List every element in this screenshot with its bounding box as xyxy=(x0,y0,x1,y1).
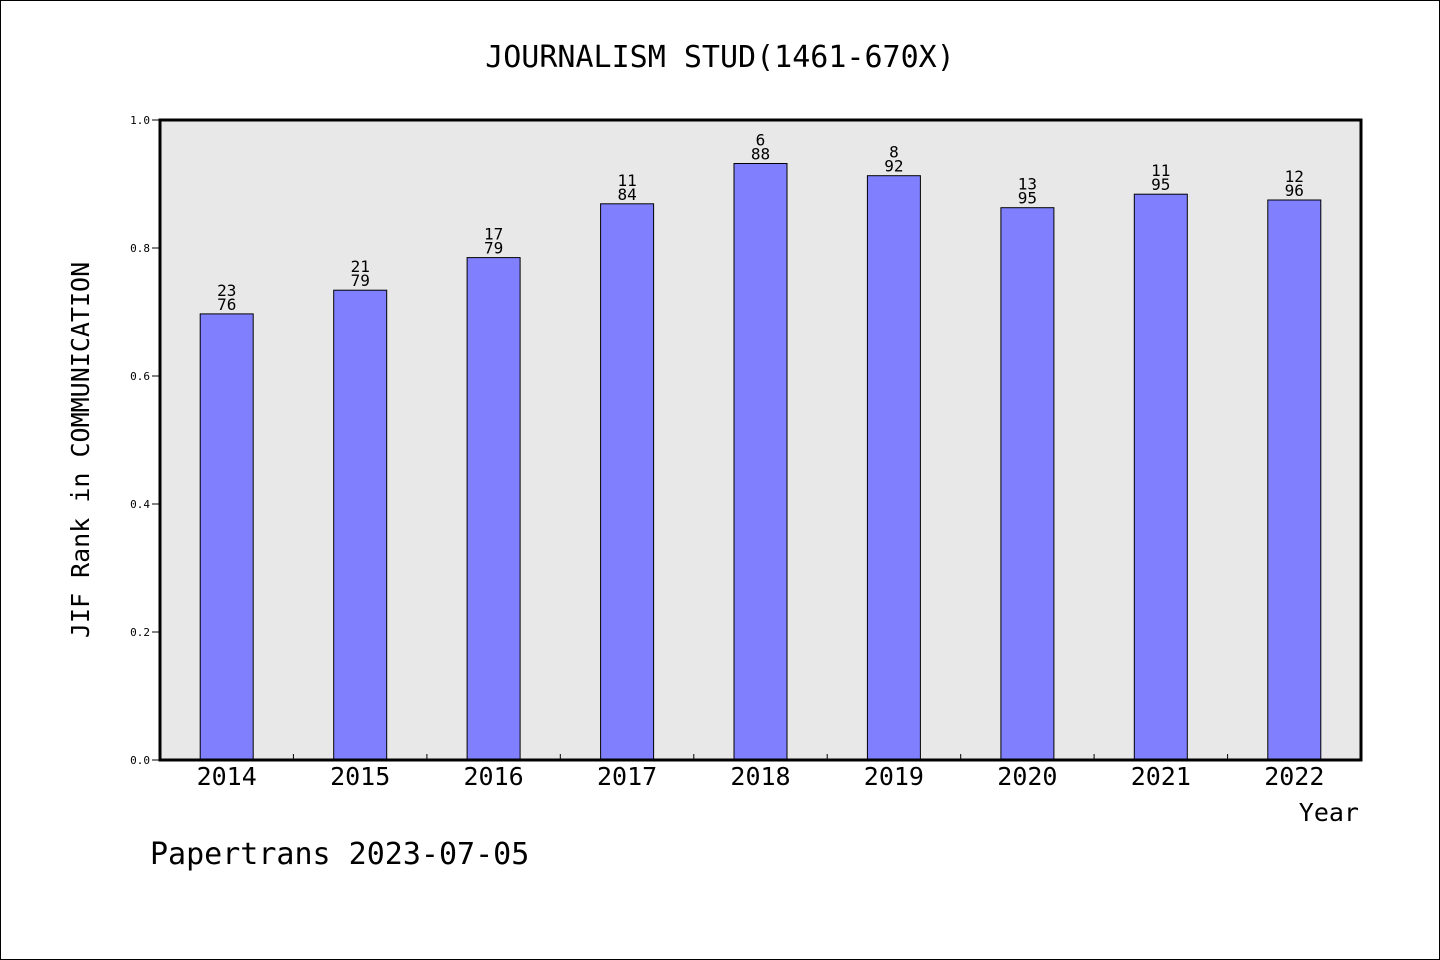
bar-rank-label-2014: 23 xyxy=(217,281,236,300)
bar-rank-label-2015: 21 xyxy=(351,257,370,276)
x-tick-label-2014: 2014 xyxy=(197,762,257,791)
x-tick-label-2015: 2015 xyxy=(330,762,390,791)
x-axis-ticks: 2014 2015 2016 2017 2018 2019 2020 2021 2022 xyxy=(197,754,1324,791)
bar-2019 xyxy=(866,175,921,761)
bar-rank-label-2017: 11 xyxy=(617,171,636,190)
bar-2020 xyxy=(1000,207,1055,761)
bar-rank-label-2019: 8 xyxy=(889,143,899,162)
x-tick-label-2017: 2017 xyxy=(597,762,657,791)
bar-rank-label-2018: 6 xyxy=(756,131,766,150)
bar-rank-label-2020: 13 xyxy=(1018,175,1037,194)
bar-2018 xyxy=(733,163,788,761)
chart-title: JOURNALISM STUD(1461-670X) xyxy=(485,40,955,75)
y-tick-label-3: 0.6 xyxy=(130,370,150,383)
x-tick-label-2016: 2016 xyxy=(463,762,523,791)
bar-2014 xyxy=(199,313,254,761)
bar-2017 xyxy=(600,203,655,761)
y-axis-label: JIF Rank in COMMUNICATION xyxy=(66,262,95,638)
x-tick-label-2019: 2019 xyxy=(864,762,924,791)
y-tick-label-0: 0.0 xyxy=(130,754,150,767)
y-tick-label-4: 0.8 xyxy=(130,242,150,255)
y-tick-label-5: 1.0 xyxy=(130,114,150,127)
bar-2022 xyxy=(1267,199,1322,761)
x-tick-label-2021: 2021 xyxy=(1131,762,1191,791)
bar-total-label-2017: 84 xyxy=(617,185,636,204)
bar-2015 xyxy=(333,289,388,761)
bar-2016 xyxy=(466,257,521,761)
bar-total-label-2015: 79 xyxy=(351,271,370,290)
x-tick-label-2020: 2020 xyxy=(997,762,1057,791)
bar-total-label-2022: 96 xyxy=(1285,181,1304,200)
bar-total-label-2019: 92 xyxy=(884,157,903,176)
bar-rank-label-2016: 17 xyxy=(484,225,503,244)
footer-text: Papertrans 2023-07-05 xyxy=(150,837,529,872)
bar-total-label-2014: 76 xyxy=(217,295,236,314)
bar-rank-label-2021: 11 xyxy=(1151,161,1170,180)
bar-total-label-2018: 88 xyxy=(751,145,770,164)
bar-rank-label-2022: 12 xyxy=(1285,167,1304,186)
x-axis-label: Year xyxy=(1299,798,1359,827)
bar-2021 xyxy=(1133,193,1188,761)
bar-total-label-2020: 95 xyxy=(1018,189,1037,208)
bar-total-label-2016: 79 xyxy=(484,239,503,258)
bars-group xyxy=(199,163,1322,761)
plot-frame xyxy=(158,118,1363,762)
y-axis-ticks: 0.0 0.2 0.4 0.6 0.8 1.0 xyxy=(130,114,160,767)
bar-total-label-2021: 95 xyxy=(1151,175,1170,194)
x-tick-label-2022: 2022 xyxy=(1264,762,1324,791)
y-tick-label-2: 0.4 xyxy=(130,498,150,511)
x-tick-label-2018: 2018 xyxy=(730,762,790,791)
y-tick-label-1: 0.2 xyxy=(130,626,150,639)
